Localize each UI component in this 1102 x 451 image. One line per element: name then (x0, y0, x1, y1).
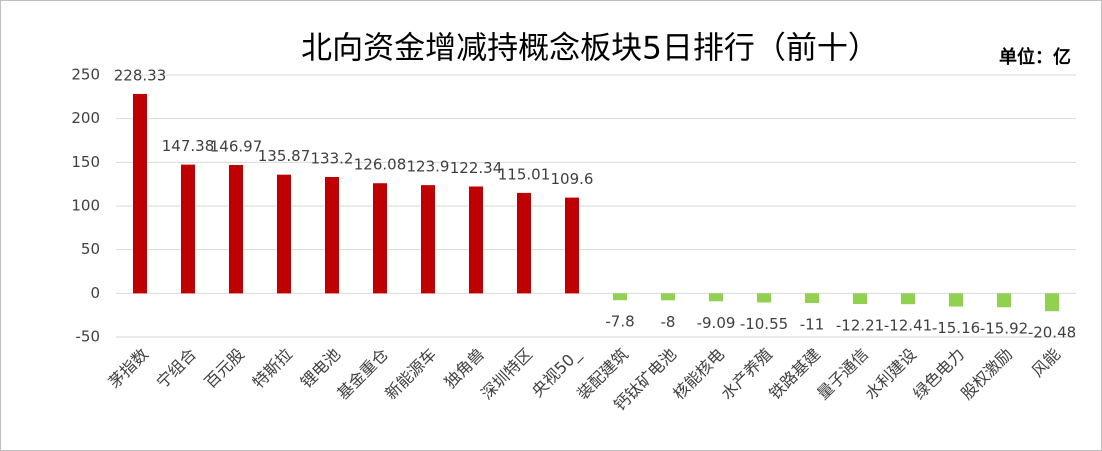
value-label: 122.34 (450, 159, 503, 177)
bar (421, 185, 435, 294)
bar (949, 293, 963, 307)
bar (229, 164, 243, 294)
bar (277, 174, 291, 294)
y-tick-label: 200 (71, 109, 100, 127)
bar (613, 293, 627, 301)
bar (661, 293, 675, 301)
bar (373, 183, 387, 294)
bar (133, 93, 147, 294)
bar (997, 293, 1011, 308)
value-label: -11 (800, 315, 825, 333)
bar (517, 192, 531, 294)
value-label: 147.38 (162, 137, 215, 155)
bar (901, 293, 915, 305)
value-label: 123.9 (407, 158, 450, 176)
bar (181, 164, 195, 294)
bar (565, 197, 579, 294)
value-label: -9.09 (697, 314, 736, 332)
bar (325, 177, 339, 294)
value-label: 228.33 (114, 66, 167, 84)
value-label: 133.2 (311, 150, 354, 168)
bar (757, 293, 771, 303)
y-tick-label: 100 (71, 197, 100, 215)
y-tick-label: 0 (90, 284, 100, 302)
value-label: 146.97 (210, 137, 263, 155)
value-label: -7.8 (605, 313, 634, 331)
unit-label: 单位：亿 (999, 46, 1071, 68)
value-label: -8 (661, 313, 676, 331)
bar (469, 186, 483, 294)
chart-title: 北向资金增减持概念板块5日排行（前十） (301, 31, 879, 67)
bar (805, 293, 819, 303)
value-label: -15.16 (932, 319, 980, 337)
value-label: -12.41 (884, 317, 932, 335)
value-label: 109.6 (551, 170, 594, 188)
value-label: -20.48 (1028, 324, 1076, 342)
value-label: 115.01 (498, 165, 551, 183)
y-tick-label: 150 (71, 153, 100, 171)
value-label: 126.08 (354, 156, 407, 174)
y-tick-label: -50 (76, 328, 101, 346)
value-label: 135.87 (258, 147, 311, 165)
bar (709, 293, 723, 302)
value-label: -12.21 (836, 316, 884, 334)
value-label: -15.92 (980, 320, 1028, 338)
y-tick-label: 250 (71, 66, 100, 84)
bar (1045, 293, 1059, 312)
value-label: -10.55 (740, 315, 788, 333)
bar (853, 293, 867, 304)
y-tick-label: 50 (81, 240, 100, 258)
